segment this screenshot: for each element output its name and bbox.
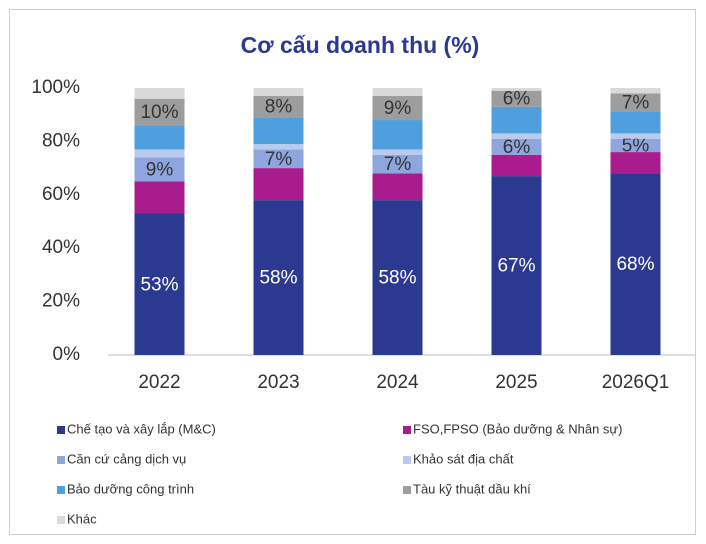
- bar-segment: [134, 149, 185, 158]
- y-tick-label: 0%: [53, 344, 81, 365]
- data-label: 67%: [497, 256, 535, 277]
- bar-segment: [491, 133, 542, 139]
- data-label: 58%: [378, 268, 416, 289]
- data-label: 6%: [503, 137, 531, 158]
- bar-segment: [610, 152, 661, 174]
- bar-segment: [610, 133, 661, 139]
- x-tick-label: 2022: [138, 372, 180, 393]
- x-tick-label: 2024: [376, 372, 419, 393]
- data-label: 10%: [140, 102, 178, 123]
- bar-segment: [372, 88, 423, 97]
- data-label: 6%: [503, 89, 531, 110]
- legend-label: Khảo sát địa chất: [413, 451, 514, 466]
- data-label: 7%: [622, 93, 650, 114]
- legend-swatch: [403, 486, 411, 494]
- x-tick-label: 2023: [257, 372, 299, 393]
- data-label: 7%: [384, 154, 412, 175]
- bar-segment: [253, 88, 304, 97]
- x-tick-label: 2026Q1: [602, 372, 670, 393]
- chart-title: Cơ cấu doanh thu (%): [241, 32, 480, 58]
- data-label: 8%: [265, 97, 293, 118]
- legend-label: Chế tạo và xây lắp (M&C): [67, 421, 216, 436]
- bar-segment: [491, 106, 542, 134]
- bar-segment: [134, 98, 185, 126]
- legend-swatch: [57, 486, 65, 494]
- legend-label: FSO,FPSO (Bảo dưỡng & Nhân sự): [413, 421, 622, 436]
- bar-segment: [491, 154, 542, 177]
- bar-segment: [610, 138, 661, 153]
- bar-segment: [372, 96, 423, 121]
- data-label: 5%: [622, 135, 650, 156]
- data-label: 53%: [140, 274, 178, 295]
- bar-segment: [372, 149, 423, 155]
- legend-label: Khác: [67, 511, 97, 526]
- y-tick-label: 80%: [42, 130, 80, 151]
- bar-segment: [491, 176, 542, 355]
- legend-swatch: [57, 456, 65, 464]
- bar-segment: [372, 200, 423, 355]
- bar-segment: [610, 112, 661, 134]
- legend-swatch: [403, 456, 411, 464]
- bar-segment: [253, 117, 304, 145]
- bar-segment: [134, 88, 185, 99]
- data-label: 68%: [616, 254, 654, 275]
- bar-segment: [491, 138, 542, 155]
- bar-segment: [491, 88, 542, 91]
- y-tick-label: 60%: [42, 184, 80, 205]
- x-tick-label: 2025: [495, 372, 537, 393]
- bar-segment: [253, 200, 304, 355]
- legend-swatch: [403, 426, 411, 434]
- bar-segment: [610, 173, 661, 355]
- bar-segment: [134, 157, 185, 182]
- legend-swatch: [57, 516, 65, 524]
- y-tick-label: 100%: [31, 77, 80, 98]
- data-label: 9%: [146, 159, 174, 180]
- bar-segment: [610, 88, 661, 94]
- bar-segment: [610, 93, 661, 113]
- legend-swatch: [57, 426, 65, 434]
- y-tick-label: 40%: [42, 237, 80, 258]
- legend-label: Bảo dưỡng công trình: [67, 481, 194, 496]
- bar-segment: [372, 154, 423, 174]
- bar-segment: [491, 90, 542, 107]
- bar-segment: [253, 149, 304, 169]
- bar-segment: [134, 125, 185, 150]
- y-tick-label: 20%: [42, 291, 80, 312]
- bar-segment: [134, 213, 185, 355]
- bar-segment: [253, 144, 304, 150]
- chart-border: [9, 9, 696, 535]
- bar-segment: [253, 168, 304, 201]
- bar-segment: [253, 96, 304, 118]
- bar-segment: [134, 181, 185, 214]
- data-label: 58%: [259, 268, 297, 289]
- data-label: 9%: [384, 98, 412, 119]
- legend-label: Căn cứ cảng dịch vụ: [67, 451, 186, 466]
- data-label: 7%: [265, 149, 293, 170]
- bar-segment: [372, 173, 423, 201]
- bar-segment: [372, 120, 423, 150]
- legend-label: Tàu kỹ thuật dầu khí: [413, 481, 531, 496]
